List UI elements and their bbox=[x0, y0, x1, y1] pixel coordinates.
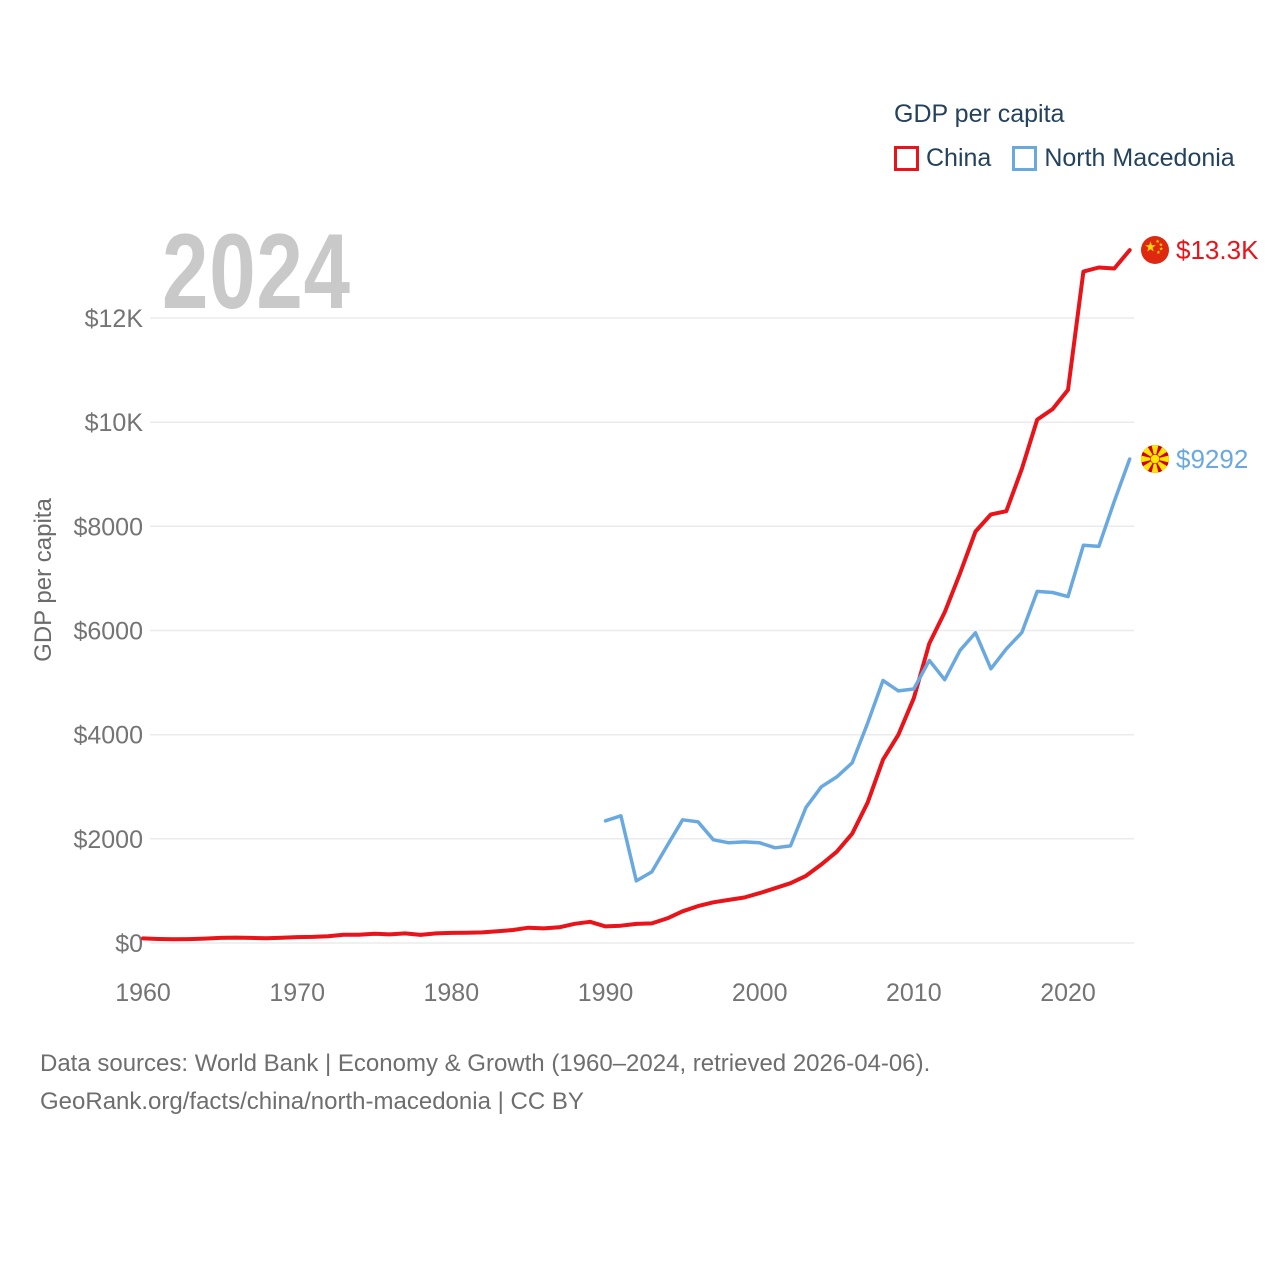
x-tick-label: 1960 bbox=[115, 979, 171, 1007]
x-tick-label: 1980 bbox=[423, 979, 479, 1007]
china-flag-icon bbox=[1141, 236, 1169, 264]
y-tick-label: $4000 bbox=[73, 722, 143, 750]
x-tick-label: 1970 bbox=[269, 979, 325, 1007]
north-macedonia-end-value-label: $9292 bbox=[1176, 444, 1249, 474]
y-tick-label: $2000 bbox=[73, 826, 143, 854]
footer-attribution: GeoRank.org/facts/china/north-macedonia … bbox=[40, 1088, 584, 1115]
legend-item-china: China bbox=[894, 144, 991, 173]
x-axis-tick-labels: 1960 1970 1980 1990 2000 2010 2020 bbox=[115, 979, 1096, 1007]
x-tick-label: 1990 bbox=[578, 979, 634, 1007]
china-series-swatch bbox=[894, 146, 919, 171]
y-tick-label: $6000 bbox=[73, 618, 143, 646]
china-line[interactable] bbox=[141, 248, 1132, 942]
x-tick-label: 2010 bbox=[886, 979, 942, 1007]
legend-label-north-macedonia: North Macedonia bbox=[1044, 144, 1235, 172]
north-macedonia-line[interactable] bbox=[603, 457, 1132, 883]
y-tick-label: $10K bbox=[85, 409, 144, 437]
north-macedonia-series-swatch bbox=[1012, 146, 1038, 171]
y-axis-title: GDP per capita bbox=[30, 498, 57, 662]
legend-label-china: China bbox=[926, 144, 992, 172]
y-axis-tick-labels: $0 $2000 $4000 $6000 $8000 $10K $12K bbox=[73, 305, 143, 958]
y-tick-label: $8000 bbox=[73, 513, 143, 541]
legend-item-north-macedonia: North Macedonia bbox=[1012, 144, 1235, 173]
legend: GDP per capita China North Macedonia bbox=[894, 100, 1235, 173]
y-tick-label: $0 bbox=[115, 930, 143, 958]
china-end-value-label: $13.3K bbox=[1176, 235, 1259, 265]
footer: Data sources: World Bank | Economy & Gro… bbox=[40, 1045, 930, 1121]
x-tick-label: 2000 bbox=[732, 979, 788, 1007]
year-watermark: 2024 bbox=[162, 211, 351, 331]
series-lines[interactable] bbox=[141, 248, 1132, 942]
legend-title: GDP per capita bbox=[894, 100, 1065, 128]
y-tick-label: $12K bbox=[85, 305, 144, 333]
footer-data-sources: Data sources: World Bank | Economy & Gro… bbox=[40, 1050, 931, 1077]
legend-items: China North Macedonia bbox=[894, 144, 1235, 173]
gridlines bbox=[150, 317, 1134, 944]
x-tick-label: 2020 bbox=[1040, 979, 1096, 1007]
north-macedonia-flag-icon bbox=[1141, 445, 1169, 473]
